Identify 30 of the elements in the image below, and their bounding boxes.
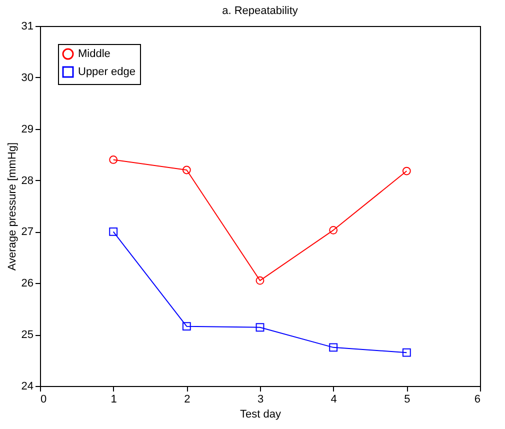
x-tick-label: 5 [404,394,410,406]
y-tick-label: 26 [21,278,34,290]
point [402,348,411,357]
x-axis-title: Test day [240,408,282,420]
x-tick-label: 2 [184,394,190,406]
point [109,228,118,236]
point [182,322,191,331]
point [109,156,118,164]
x-tick-label: 3 [257,394,264,406]
y-tick-label: 31 [21,20,34,32]
y-tick-label: 27 [21,226,34,238]
y-tick-label: 28 [21,174,34,187]
y-tick-label: 24 [21,380,34,392]
x-tick-label: 0 [40,394,47,406]
y-tick-label: 29 [21,123,34,136]
x-tick-label: 4 [330,394,337,406]
y-tick-label: 25 [21,329,34,342]
x-tick-label: 6 [474,394,480,406]
x-tick-label: 1 [110,394,117,406]
y-axis-title: Average pressure [mmHg] [6,142,18,271]
y-tick-label: 30 [21,72,34,84]
legend-label: Upper edge [78,66,136,78]
point [182,166,191,174]
point [402,166,411,176]
chart-title: a. Repeatability [222,5,298,17]
point [256,323,264,332]
point [329,226,338,234]
legend-label: Middle [78,48,110,60]
point [256,276,264,285]
point [329,343,338,352]
